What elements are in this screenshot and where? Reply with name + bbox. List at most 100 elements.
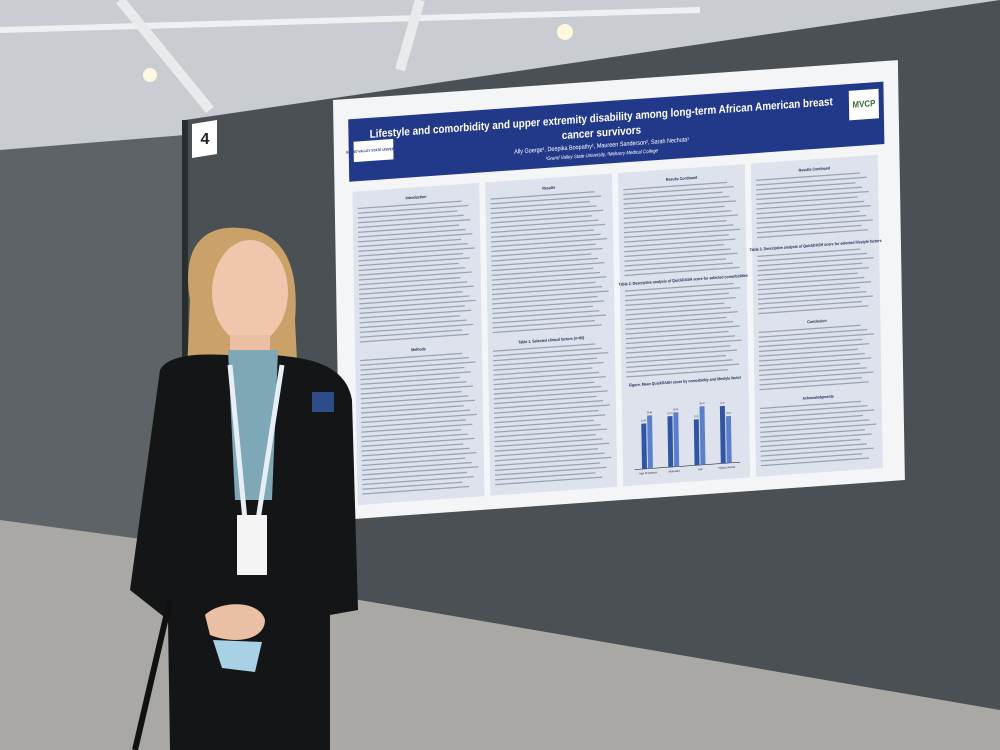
text-line: [758, 343, 870, 353]
text-line: [359, 329, 463, 338]
text-line: [623, 191, 723, 200]
text-line: [494, 428, 608, 438]
poster-header: [348, 81, 885, 182]
text-line: [360, 381, 467, 390]
text-line: [490, 205, 597, 215]
text-line: [757, 262, 863, 272]
text-line: [494, 414, 606, 424]
text-line: [760, 447, 874, 457]
text-line: [759, 352, 865, 362]
text-line: [494, 433, 596, 443]
text-line: [624, 252, 738, 262]
text-line: [625, 339, 742, 349]
text-line: [361, 405, 464, 414]
text-line: [358, 271, 472, 281]
section-heading: Table 1. Selected clinical factors (n=86…: [518, 336, 585, 345]
text-line: [359, 333, 469, 343]
text-line: [756, 196, 858, 205]
text-line: [360, 366, 465, 376]
section-heading: Results Continued: [666, 176, 698, 183]
text-line: [493, 395, 597, 405]
text-line: [625, 330, 729, 340]
text-line: [360, 399, 475, 409]
text-line: [491, 267, 594, 277]
figure-category: High Cholesterol: [639, 470, 657, 476]
text-line: [760, 414, 863, 424]
text-line: [494, 438, 603, 448]
text-line: [358, 247, 475, 257]
text-line: [495, 476, 603, 486]
text-line: [492, 343, 596, 352]
easel-leg: [132, 599, 173, 750]
text-line: [493, 390, 608, 400]
text-line: [760, 423, 877, 433]
text-line: [492, 319, 595, 329]
board-number-card: [192, 120, 217, 158]
text-line: [757, 272, 858, 281]
text-line: [623, 210, 732, 219]
text-line: [360, 357, 469, 366]
text-line: [359, 319, 467, 329]
figure-value: 24.74: [667, 413, 673, 416]
poster-columns: Introduction Methods Results Table 1. Selec…: [352, 154, 883, 506]
logo-left-box: [353, 138, 394, 163]
text-line: [756, 182, 856, 191]
figure-category: Physical Activity: [718, 465, 736, 470]
text-line: [623, 205, 725, 215]
text-line: [359, 291, 463, 300]
text-line: [625, 292, 730, 302]
text-line: [759, 362, 861, 372]
text-line: [493, 351, 609, 362]
text-line: [756, 205, 871, 215]
text-line: [361, 419, 466, 428]
section-heading: Introduction: [406, 195, 427, 201]
poster-title: cancer survivors: [562, 124, 642, 142]
text-line: [493, 357, 598, 367]
text-line: [759, 376, 863, 386]
text-line: [490, 215, 592, 224]
text-line: [493, 376, 606, 386]
text-line: [758, 338, 863, 348]
text-line: [625, 306, 732, 316]
figure-bar: [699, 406, 706, 465]
text-line: [360, 390, 462, 400]
beam: [0, 7, 701, 33]
text-line: [490, 209, 604, 219]
text-line: [623, 219, 727, 229]
text-line: [491, 257, 598, 267]
text-line: [358, 252, 464, 262]
text-line: [360, 361, 476, 371]
text-line: [625, 345, 731, 354]
text-line: [492, 300, 605, 310]
section-heading: Results Continued: [799, 166, 831, 173]
figure-category: Pain: [698, 467, 703, 472]
text-line: [756, 200, 865, 210]
text-line: [759, 409, 875, 419]
text-line: [624, 238, 736, 248]
text-line: [492, 295, 598, 305]
text-line: [494, 404, 610, 414]
section-heading: Acknowledgments: [802, 394, 833, 400]
light: [557, 24, 573, 40]
text-line: [358, 238, 462, 248]
text-line: [490, 201, 590, 210]
text-line: [357, 218, 471, 229]
text-line: [361, 409, 471, 419]
text-line: [362, 481, 463, 490]
text-line: [760, 453, 863, 462]
text-line: [362, 485, 470, 495]
logo-right-box: [848, 88, 879, 121]
text-line: [361, 413, 477, 424]
text-line: [756, 190, 869, 201]
light: [143, 68, 157, 82]
text-line: [358, 243, 468, 253]
text-line: [756, 210, 860, 220]
text-line: [626, 369, 728, 378]
text-line: [756, 219, 873, 229]
text-line: [491, 247, 603, 257]
text-line: [358, 257, 470, 267]
text-line: [495, 466, 607, 476]
text-line: [757, 281, 872, 291]
text-line: [758, 305, 869, 315]
text-line: [626, 359, 733, 369]
